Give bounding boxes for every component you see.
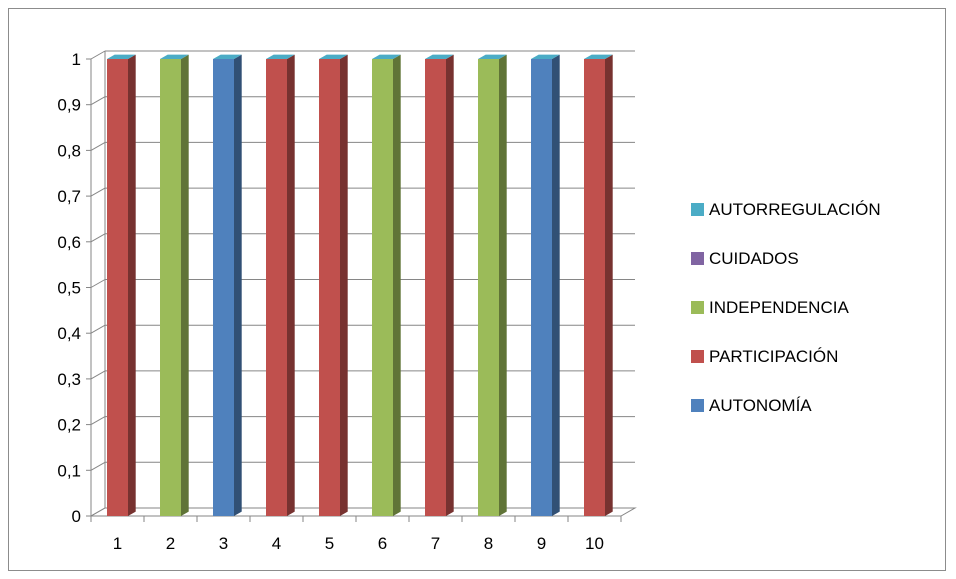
bar-side <box>552 54 560 516</box>
bar-segment <box>425 59 446 516</box>
legend-item: AUTORREGULACIÓN <box>691 195 956 224</box>
legend-swatch <box>691 252 704 265</box>
y-tick-label: 0 <box>72 507 81 526</box>
legend-label: INDEPENDENCIA <box>709 297 849 317</box>
legend-label: AUTORREGULACIÓN <box>709 199 881 219</box>
gridline-side <box>90 370 106 380</box>
gridline-side <box>90 96 106 106</box>
bar-segment <box>213 59 234 516</box>
bar-top <box>107 54 136 59</box>
y-tick-label: 0,9 <box>57 96 81 115</box>
bar-segment <box>319 59 340 516</box>
legend-swatch <box>691 350 704 363</box>
y-tick-label: 1 <box>72 50 81 69</box>
gridline-side <box>90 279 106 288</box>
bar-top <box>319 54 348 59</box>
bar-side <box>128 54 136 516</box>
bar-top <box>478 54 507 59</box>
y-tick-label: 0,2 <box>57 416 81 435</box>
gridline-side <box>90 187 106 197</box>
legend-item: INDEPENDENCIA <box>691 293 956 322</box>
bar-top <box>266 54 295 59</box>
legend-label: AUTONOMÍA <box>709 395 812 415</box>
y-tick-label: 0,5 <box>57 279 81 298</box>
x-tick-label: 4 <box>272 534 281 553</box>
bar-segment <box>107 59 128 516</box>
legend-label: PARTICIPACIÓN <box>709 346 839 366</box>
bar-top <box>584 54 613 59</box>
bar-top <box>425 54 454 59</box>
chart-legend: AUTORREGULACIÓN CUIDADOS INDEPENDENCIA PART… <box>691 195 956 440</box>
gridline-side <box>90 416 106 426</box>
x-tick-label: 6 <box>378 534 387 553</box>
chart-plot: 0 0,1 0,2 0,3 0,4 0,5 0,6 0,7 0,8 0,9 1 1 2 3 4 5 6 7 8 9 10 <box>57 50 637 553</box>
bar-side <box>234 54 242 516</box>
y-tick-label: 0,1 <box>57 461 81 480</box>
bar-top <box>372 54 401 59</box>
legend-item: CUIDADOS <box>691 244 956 273</box>
gridline-side <box>90 324 106 334</box>
legend-swatch <box>691 203 704 216</box>
gridline-side <box>90 233 106 243</box>
bar-segment <box>478 59 499 516</box>
x-tick-label: 1 <box>113 534 122 553</box>
bar-segment <box>266 59 287 516</box>
x-tick-label: 3 <box>219 534 228 553</box>
gridline-side <box>90 461 106 471</box>
bar-side <box>340 54 348 516</box>
bar-top <box>213 54 242 59</box>
y-tick-label: 0,4 <box>57 324 81 343</box>
gridline-side <box>90 50 106 60</box>
legend-swatch <box>691 301 704 314</box>
legend-label: CUIDADOS <box>709 248 799 268</box>
y-tick-label: 0,6 <box>57 233 81 252</box>
y-tick-label: 0,8 <box>57 141 81 160</box>
x-tick-label: 8 <box>484 534 493 553</box>
x-tick-label: 7 <box>431 534 440 553</box>
bar-segment <box>584 59 605 516</box>
y-tick-label: 0,7 <box>57 187 81 206</box>
chart-frame: 0 0,1 0,2 0,3 0,4 0,5 0,6 0,7 0,8 0,9 1 1 2 3 4 5 6 7 8 9 10… <box>8 8 946 571</box>
bar-side <box>393 54 401 516</box>
y-tick-label: 0,3 <box>57 370 81 389</box>
bar-side <box>446 54 454 516</box>
bar-top <box>160 54 189 59</box>
x-tick-label: 2 <box>166 534 175 553</box>
bar-segment <box>372 59 393 516</box>
bar-segment <box>160 59 181 516</box>
legend-item: AUTONOMÍA <box>691 391 956 420</box>
bar-side <box>499 54 507 516</box>
bar-side <box>181 54 189 516</box>
legend-swatch <box>691 399 704 412</box>
x-tick-label: 5 <box>325 534 334 553</box>
bar-side <box>605 54 613 516</box>
legend-item: PARTICIPACIÓN <box>691 342 956 371</box>
bar-top <box>531 54 560 59</box>
bar-segment <box>531 59 552 516</box>
bar-side <box>287 54 295 516</box>
gridline-side <box>90 141 106 151</box>
x-tick-label: 9 <box>537 534 546 553</box>
x-tick-label: 10 <box>585 534 604 553</box>
